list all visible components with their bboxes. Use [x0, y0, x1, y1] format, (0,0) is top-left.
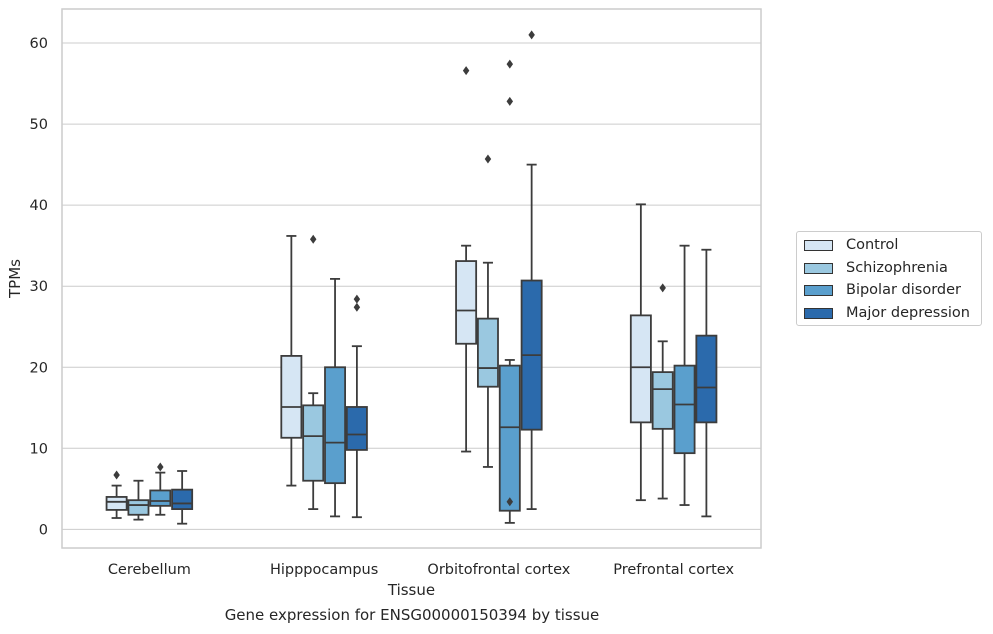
- outlier-point: [506, 497, 514, 507]
- outlier-point: [157, 462, 164, 472]
- plot-frame: [61, 8, 762, 549]
- y-tick-label: 60: [30, 36, 48, 52]
- x-tick-label: Hipppocampus: [270, 562, 378, 578]
- legend-item-control: Control: [804, 235, 898, 255]
- box-1-1: [302, 234, 325, 510]
- box-0-2: [455, 66, 478, 453]
- outlier-point: [113, 470, 120, 480]
- y-tick-label: 20: [30, 360, 48, 376]
- outlier-point: [659, 283, 666, 293]
- iqr-box: [673, 364, 696, 455]
- legend-label: Bipolar disorder: [846, 282, 961, 298]
- box-3-2: [520, 30, 543, 510]
- box-3-0: [171, 470, 194, 525]
- box-0-0: [105, 470, 128, 519]
- box-3-3: [695, 248, 718, 518]
- y-axis-label: TPMs: [6, 259, 24, 299]
- outlier-point: [528, 30, 535, 40]
- iqr-box: [149, 489, 172, 507]
- chart-caption: Gene expression for ENSG00000150394 by t…: [224, 606, 600, 624]
- iqr-box: [345, 406, 368, 451]
- box-2-2: [498, 59, 521, 524]
- y-tick-label: 0: [39, 522, 48, 538]
- box-0-1: [280, 235, 303, 487]
- iqr-box: [498, 364, 521, 512]
- iqr-box: [477, 317, 499, 388]
- x-tick-label: Cerebellum: [108, 562, 191, 578]
- legend-item-schizophrenia: Schizophrenia: [804, 258, 948, 278]
- outlier-point: [506, 59, 514, 69]
- iqr-box: [280, 355, 303, 439]
- iqr-box: [302, 404, 325, 482]
- legend-swatch: [804, 239, 833, 251]
- iqr-box: [171, 488, 194, 510]
- iqr-box: [127, 499, 150, 516]
- chart-legend: Control Schizophrenia Bipolar disorder M…: [796, 231, 982, 326]
- iqr-box: [455, 260, 478, 345]
- outlier-point: [506, 96, 514, 106]
- iqr-box: [105, 496, 128, 511]
- y-tick-label: 10: [30, 441, 48, 457]
- box-2-1: [324, 278, 346, 518]
- x-tick-label: Prefrontal cortex: [613, 562, 734, 578]
- outlier-point: [484, 154, 492, 164]
- y-tick-label: 40: [30, 198, 48, 214]
- box-2-0: [149, 462, 172, 516]
- iqr-box: [324, 366, 346, 485]
- legend-item-major-depression: Major depression: [804, 303, 970, 323]
- legend-swatch: [804, 307, 833, 319]
- box-0-3: [629, 203, 652, 502]
- y-tick-label: 30: [30, 279, 48, 295]
- outlier-point: [462, 66, 470, 76]
- outlier-point: [353, 294, 361, 304]
- iqr-box: [695, 334, 718, 424]
- legend-swatch: [804, 284, 833, 296]
- legend-item-bipolar-disorder: Bipolar disorder: [804, 280, 961, 300]
- iqr-box: [651, 371, 674, 430]
- box-2-3: [673, 244, 696, 506]
- x-axis-label: Tissue: [387, 581, 435, 599]
- legend-label: Control: [846, 237, 899, 253]
- legend-swatch: [804, 262, 833, 274]
- legend-label: Schizophrenia: [846, 260, 948, 276]
- y-tick-label: 50: [30, 117, 48, 133]
- box-1-2: [477, 154, 499, 468]
- outlier-point: [353, 302, 361, 312]
- legend-label: Major depression: [846, 305, 970, 321]
- outlier-point: [309, 234, 317, 244]
- box-1-3: [651, 283, 674, 500]
- box-3-1: [345, 294, 368, 519]
- x-tick-label: Orbitofrontal cortex: [427, 562, 570, 578]
- box-1-0: [127, 479, 150, 521]
- iqr-box: [629, 314, 652, 424]
